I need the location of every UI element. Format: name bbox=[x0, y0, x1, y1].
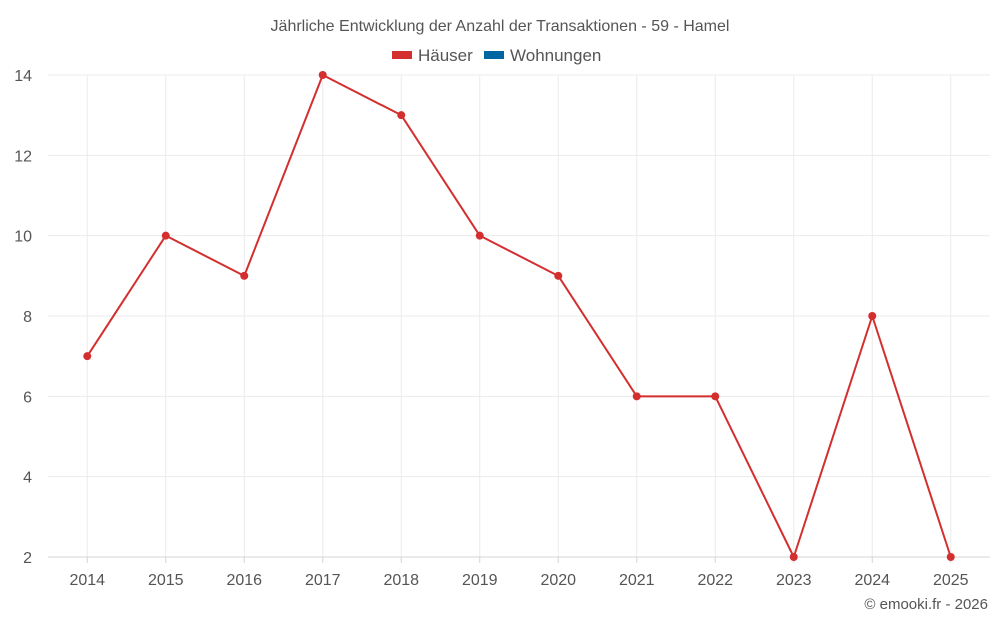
data-point[interactable] bbox=[632, 392, 641, 401]
series-line-0 bbox=[86, 74, 952, 558]
data-point[interactable] bbox=[318, 71, 327, 79]
legend-swatch-wohnungen[interactable] bbox=[484, 51, 504, 59]
x-tick-label: 2023 bbox=[776, 572, 812, 589]
x-tick-label: 2019 bbox=[462, 572, 498, 589]
data-point[interactable] bbox=[946, 553, 955, 561]
chart-title: Jährliche Entwicklung der Anzahl der Tra… bbox=[271, 18, 730, 35]
series-group bbox=[83, 71, 955, 561]
legend: Häuser Wohnungen bbox=[392, 46, 601, 65]
x-tick-label: 2016 bbox=[226, 572, 262, 589]
x-tick-label: 2025 bbox=[933, 572, 969, 589]
x-tick-label: 2024 bbox=[854, 572, 890, 589]
x-tick-label: 2020 bbox=[540, 572, 576, 589]
y-tick-label: 8 bbox=[23, 309, 32, 326]
x-tick-label: 2022 bbox=[697, 572, 733, 589]
x-tick-label: 2018 bbox=[383, 572, 419, 589]
data-point[interactable] bbox=[83, 352, 92, 361]
data-point[interactable] bbox=[397, 111, 406, 120]
x-tick-label: 2021 bbox=[619, 572, 655, 589]
data-point[interactable] bbox=[789, 553, 798, 561]
x-tick-label: 2017 bbox=[305, 572, 341, 589]
y-tick-label: 6 bbox=[23, 389, 32, 406]
x-tick-label: 2014 bbox=[69, 572, 105, 589]
data-point[interactable] bbox=[868, 312, 877, 320]
y-tick-label: 12 bbox=[14, 148, 32, 165]
x-axis-ticks: 2014 2015 2016 2017 2018 2019 2020 2021 2022 2023… bbox=[69, 557, 969, 589]
y-tick-label: 14 bbox=[14, 68, 32, 85]
y-tick-label: 4 bbox=[23, 470, 32, 487]
data-point[interactable] bbox=[240, 271, 249, 280]
legend-swatch-haeuser[interactable] bbox=[392, 51, 412, 59]
credit-text: © emooki.fr - 2026 bbox=[864, 596, 988, 613]
data-point[interactable] bbox=[711, 392, 720, 401]
data-point[interactable] bbox=[475, 231, 484, 240]
x-tick-label: 2015 bbox=[148, 572, 184, 589]
legend-label-haeuser[interactable]: Häuser bbox=[418, 46, 473, 65]
y-tick-label: 2 bbox=[23, 550, 32, 567]
data-point[interactable] bbox=[161, 231, 170, 240]
y-axis-ticks: 2 4 6 8 10 12 14 bbox=[14, 68, 32, 567]
legend-label-wohnungen[interactable]: Wohnungen bbox=[510, 46, 601, 65]
data-point[interactable] bbox=[554, 271, 563, 280]
y-tick-label: 10 bbox=[14, 229, 32, 246]
y-gridlines bbox=[48, 74, 990, 478]
